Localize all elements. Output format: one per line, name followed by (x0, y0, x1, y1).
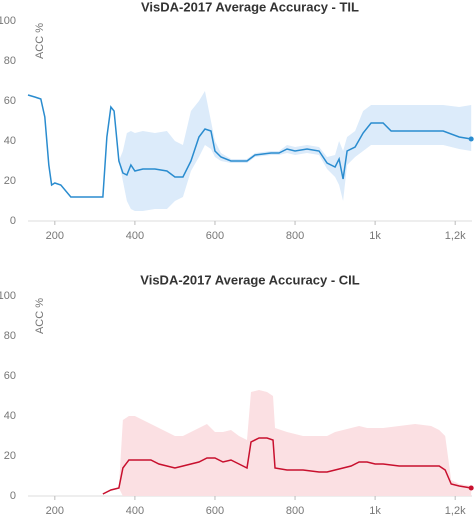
y-tick-label: 0 (10, 490, 16, 502)
y-tick-label: 100 (0, 15, 16, 27)
y-tick-label: 60 (4, 95, 16, 107)
x-tick-label: 400 (126, 230, 144, 242)
x-tick-label: 800 (286, 505, 304, 517)
line (27, 94, 472, 198)
chart-title: VisDA-2017 Average Accuracy - TIL (141, 0, 359, 14)
y-tick-label: 80 (4, 55, 16, 67)
y-tick-label: 20 (4, 450, 16, 462)
x-tick-label: 400 (126, 505, 144, 517)
y-axis-label: ACC % (34, 298, 46, 334)
y-tick-label: 100 (0, 290, 16, 302)
y-tick-label: 20 (4, 175, 16, 187)
y-tick-label: 40 (4, 135, 16, 147)
x-tick-label: 200 (46, 505, 64, 517)
chart-title: VisDA-2017 Average Accuracy - CIL (140, 272, 359, 287)
y-tick-label: 40 (4, 410, 16, 422)
x-tick-label: 600 (206, 505, 224, 517)
confidence-band (102, 390, 472, 496)
x-tick-label: 800 (286, 230, 304, 242)
confidence-band (28, 91, 472, 211)
y-tick-label: 60 (4, 370, 16, 382)
end-point (468, 136, 474, 142)
x-tick-label: 600 (206, 230, 224, 242)
x-tick-label: 1,2k (445, 230, 466, 242)
end-point (468, 485, 474, 491)
x-tick-label: 1,2k (445, 505, 466, 517)
y-axis-label: ACC % (34, 23, 46, 59)
y-tick-label: 80 (4, 330, 16, 342)
x-tick-label: 1k (369, 230, 381, 242)
y-tick-label: 0 (10, 215, 16, 227)
x-tick-label: 1k (369, 505, 381, 517)
x-tick-label: 200 (46, 230, 64, 242)
line (102, 437, 472, 495)
